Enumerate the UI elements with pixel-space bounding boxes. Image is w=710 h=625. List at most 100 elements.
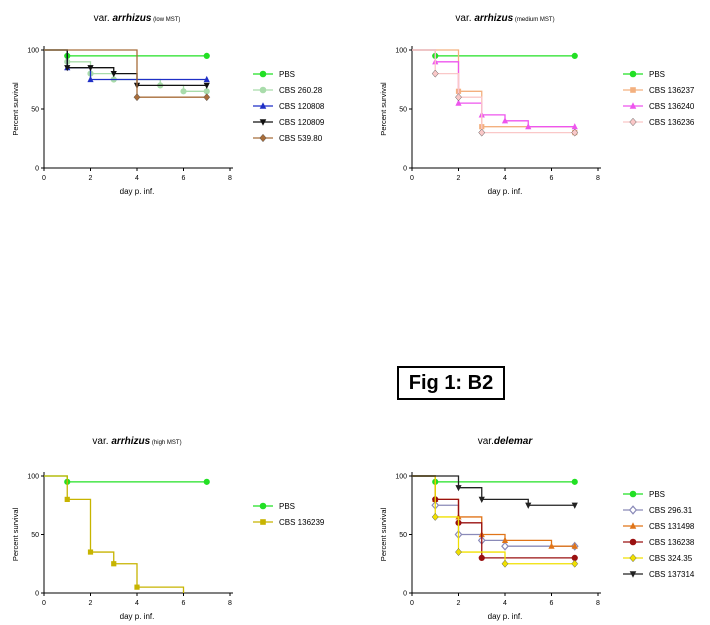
y-tick-label: 100 <box>27 48 39 55</box>
series-line <box>412 475 575 565</box>
legend-label: CBS 120808 <box>279 102 325 111</box>
y-tick-label: 50 <box>399 107 407 114</box>
x-tick-label: 6 <box>182 600 186 607</box>
data-point <box>64 65 71 72</box>
series-line <box>412 49 575 134</box>
x-tick-label: 4 <box>503 600 507 607</box>
legend-marker <box>629 117 637 127</box>
legend-label: CBS 539.80 <box>279 134 323 143</box>
series-line <box>44 475 185 593</box>
chart-title: var.delemar <box>478 436 534 447</box>
legend-marker <box>630 87 636 93</box>
data-point <box>87 549 94 555</box>
data-point <box>203 75 210 83</box>
legend-marker <box>629 538 637 546</box>
chart-title-main: delemar <box>494 436 533 447</box>
legend-label: CBS 136239 <box>279 518 325 527</box>
chart-title: var. arrhizus (high MST) <box>92 436 181 447</box>
data-point <box>571 559 579 568</box>
legend-label: CBS 260.28 <box>279 86 323 95</box>
data-point <box>525 502 532 509</box>
chart-title-prefix: var. <box>455 13 474 24</box>
legend-label: CBS 296.31 <box>649 506 693 515</box>
y-axis-label: Percent survival <box>379 507 388 561</box>
legend-item: CBS 137314 <box>623 570 695 579</box>
data-point <box>571 123 578 130</box>
chart-title-suffix: (medium MST) <box>513 17 554 23</box>
data-point <box>501 117 509 124</box>
legend-item: PBS <box>623 70 665 79</box>
legend-marker <box>260 519 266 525</box>
legend-item: PBS <box>253 502 295 511</box>
legend-marker <box>259 70 267 78</box>
series-cbs-136239 <box>44 475 185 593</box>
data-point <box>455 93 462 102</box>
chart-title-prefix: var. <box>92 436 111 447</box>
data-point <box>87 75 94 83</box>
x-tick-label: 8 <box>228 600 232 607</box>
data-point <box>203 88 210 95</box>
data-point <box>110 71 117 78</box>
x-tick-label: 0 <box>410 600 414 607</box>
series-pbs <box>44 49 210 60</box>
series-cbs-137314 <box>412 475 578 509</box>
legend-label: CBS 136240 <box>649 102 695 111</box>
x-tick-label: 8 <box>228 175 232 182</box>
x-tick-label: 6 <box>182 175 186 182</box>
y-tick-label: 0 <box>403 166 407 173</box>
legend-label: CBS 136237 <box>649 86 695 95</box>
series-line <box>412 475 575 547</box>
data-point <box>431 69 439 78</box>
data-point <box>571 542 578 549</box>
y-tick-label: 50 <box>399 532 407 539</box>
legend-label: PBS <box>279 502 295 511</box>
chart-4: var.delemar 0 2 4 6 8 0 50 100 day p. inf. Percent… <box>379 436 695 621</box>
legend-label: CBS 120809 <box>279 118 325 127</box>
data-point <box>203 82 210 89</box>
series-cbs-136236 <box>412 49 579 137</box>
data-point <box>203 93 211 102</box>
x-tick-label: 2 <box>89 175 93 182</box>
x-tick-label: 4 <box>135 175 139 182</box>
chart-title-main: arrhizus <box>111 436 150 447</box>
legend-item: CBS 136240 <box>623 102 695 111</box>
y-tick-label: 0 <box>35 591 39 598</box>
chart-title-main: arrhizus <box>113 13 152 24</box>
legend-marker <box>629 571 637 578</box>
data-point <box>431 512 439 521</box>
legend-item: CBS 260.28 <box>253 86 323 95</box>
x-tick-label: 8 <box>596 600 600 607</box>
x-tick-label: 6 <box>550 175 554 182</box>
legend-label: CBS 131498 <box>649 522 695 531</box>
y-tick-label: 0 <box>403 591 407 598</box>
legend-marker <box>259 102 267 109</box>
series-cbs-136240 <box>412 49 578 130</box>
x-tick-label: 0 <box>42 175 46 182</box>
legend-marker <box>629 70 637 78</box>
data-point <box>548 542 555 549</box>
data-point <box>501 536 509 543</box>
legend-item: CBS 120809 <box>253 118 325 127</box>
series-pbs <box>412 475 578 485</box>
x-tick-label: 2 <box>457 600 461 607</box>
legend-marker <box>259 86 267 94</box>
x-tick-label: 4 <box>135 600 139 607</box>
data-point <box>455 99 462 106</box>
chart-title-prefix: var. <box>94 13 113 24</box>
data-point <box>571 502 578 509</box>
legend-item: CBS 136237 <box>623 86 695 95</box>
legend-label: CBS 324.35 <box>649 554 693 563</box>
data-point <box>571 554 578 562</box>
y-axis-label: Percent survival <box>11 507 20 561</box>
data-point <box>64 496 70 502</box>
data-point <box>134 584 140 590</box>
chart-title-prefix: var. <box>478 436 494 447</box>
legend-marker <box>259 119 267 126</box>
chart-title-suffix: (high MST) <box>150 440 181 446</box>
series-cbs-296-31 <box>412 475 579 551</box>
chart-title: var. arrhizus (low MST) <box>94 13 181 24</box>
data-point <box>478 554 485 562</box>
x-tick-label: 2 <box>457 175 461 182</box>
x-axis-label: day p. inf. <box>120 612 155 621</box>
